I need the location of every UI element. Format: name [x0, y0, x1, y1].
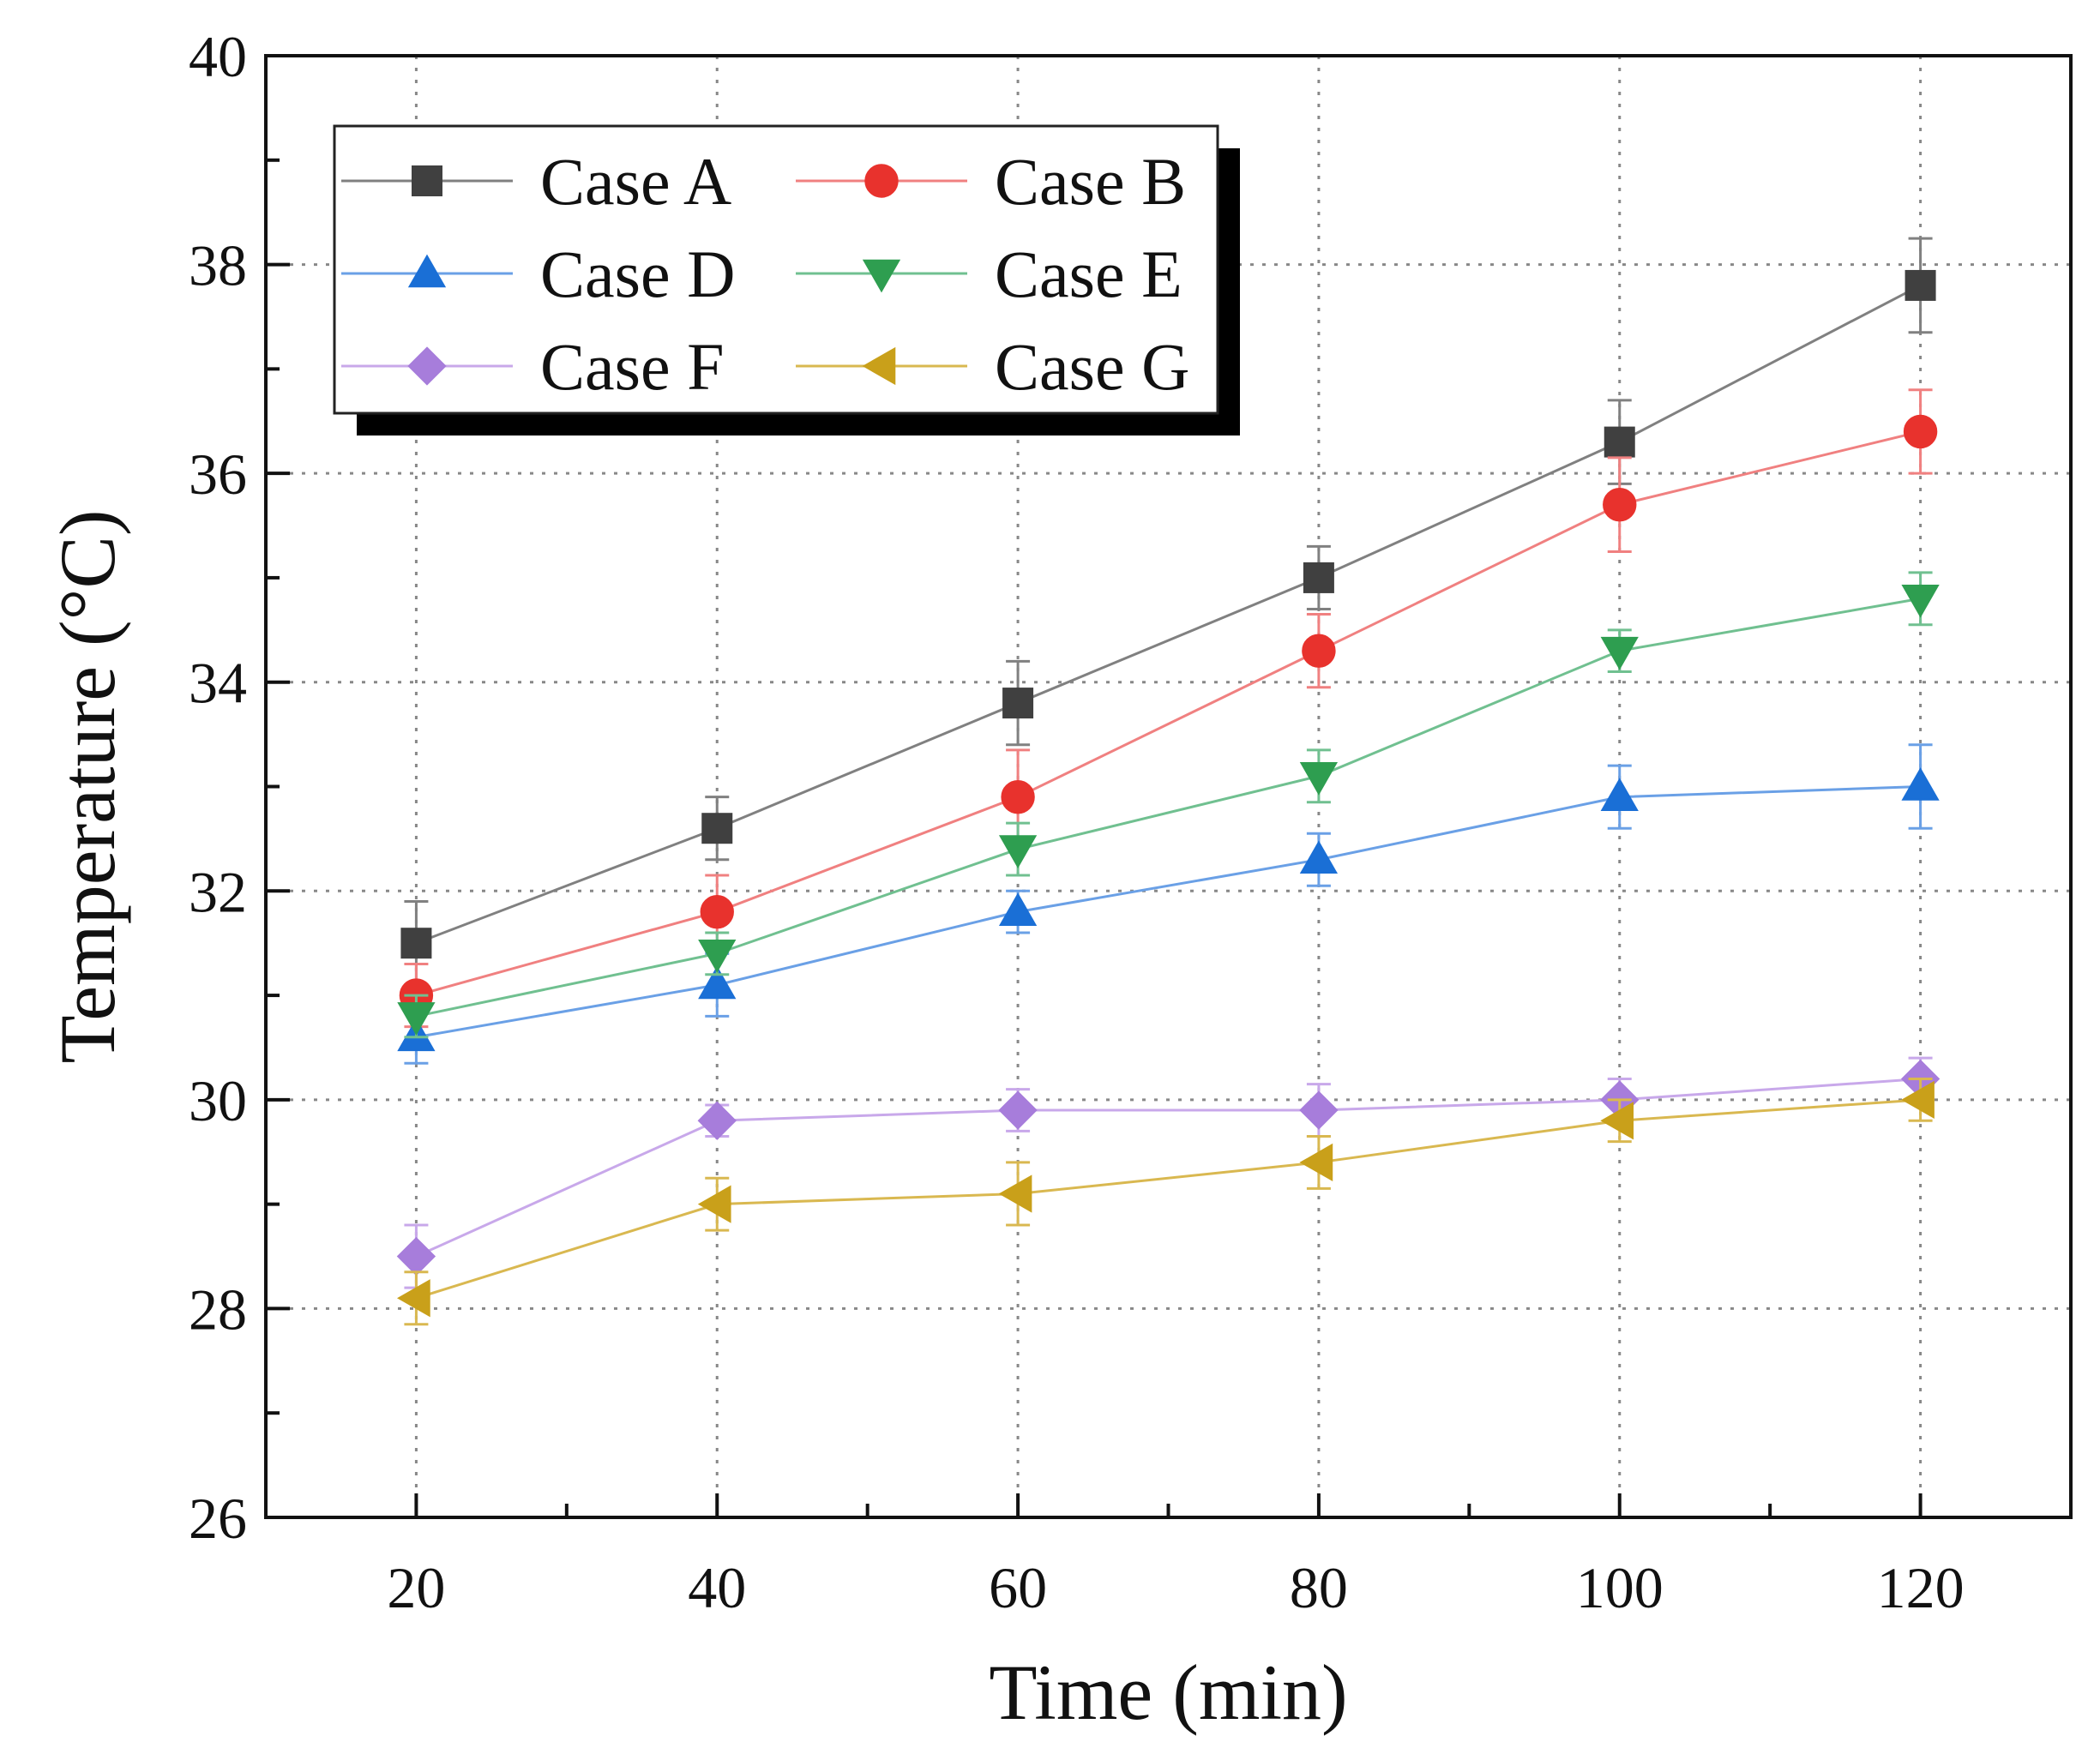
x-axis-title: Time (min): [989, 1649, 1347, 1736]
data-point: [700, 894, 734, 929]
axes: [264, 54, 2073, 1519]
data-point: [397, 1002, 436, 1036]
legend-marker: [862, 259, 901, 293]
data-point: [1904, 269, 1936, 301]
tick-labels: 20 40 60 80 100 120 26 28 30 32 34 36 38 40: [189, 24, 1965, 1620]
y-tick-label: 38: [189, 233, 247, 298]
y-tick-label: 28: [189, 1276, 247, 1342]
x-tick-label: 40: [688, 1555, 746, 1620]
x-tick-label: 20: [387, 1555, 445, 1620]
data-point: [698, 940, 737, 973]
data-point: [1299, 762, 1339, 796]
data-point: [1901, 1080, 1935, 1119]
legend: Case A Case B Case D Case E Case F Case G: [333, 124, 1240, 435]
legend-label: Case A: [540, 144, 731, 219]
data-point: [701, 813, 733, 844]
legend-marker: [412, 165, 442, 196]
legend-item: Case D: [341, 237, 735, 311]
series-case-f: [396, 1056, 1941, 1289]
legend-label: Case G: [995, 329, 1189, 404]
series-line: [416, 597, 1921, 1018]
legend-item: Case E: [796, 237, 1182, 311]
y-tick-label: 26: [189, 1486, 247, 1551]
y-tick-label: 30: [189, 1068, 247, 1133]
data-point: [1600, 778, 1639, 811]
data-point: [1903, 414, 1938, 449]
legend-label: Case B: [995, 144, 1186, 219]
series-case-e: [397, 571, 1940, 1039]
data-point: [1299, 840, 1339, 874]
data-point: [1600, 1102, 1634, 1140]
legend-marker: [407, 346, 447, 386]
legend-item: Case G: [796, 329, 1189, 404]
data-point: [1303, 562, 1334, 593]
data-point: [1600, 636, 1639, 670]
data-point: [1603, 487, 1637, 522]
data-point: [396, 1236, 436, 1276]
legend-item: Case B: [796, 144, 1186, 219]
y-tick-label: 40: [189, 24, 247, 89]
data-point: [400, 928, 432, 959]
data-point: [1001, 779, 1035, 814]
series-line: [415, 284, 1922, 945]
data-point: [698, 965, 737, 1000]
x-tick-label: 80: [1290, 1555, 1348, 1620]
x-tick-label: 120: [1877, 1555, 1965, 1620]
data-point: [1299, 1090, 1339, 1130]
data-point: [1901, 584, 1940, 618]
series-line: [415, 1098, 1921, 1300]
y-tick-label: 32: [189, 859, 247, 924]
legend-label: Case D: [540, 237, 735, 311]
data-point: [998, 892, 1038, 926]
x-tick-label: 100: [1576, 1555, 1664, 1620]
data-point: [1901, 767, 1940, 801]
data-point: [1604, 426, 1635, 458]
data-point: [397, 1279, 430, 1318]
series-case-a: [400, 237, 1936, 987]
data-point: [998, 1090, 1038, 1130]
legend-marker: [862, 346, 896, 386]
legend-item: Case F: [341, 329, 725, 404]
legend-label: Case F: [540, 329, 725, 404]
data-point: [1302, 634, 1336, 668]
series-layer: [396, 237, 1941, 1326]
y-tick-label: 34: [189, 651, 247, 716]
legend-label: Case E: [995, 237, 1182, 311]
legend-marker: [864, 164, 899, 198]
series-case-b: [399, 388, 1938, 1029]
series-line: [415, 1078, 1921, 1258]
series-case-g: [397, 1078, 1935, 1326]
x-tick-label: 60: [989, 1555, 1047, 1620]
data-point: [998, 835, 1038, 868]
y-axis-title: Temperature (°C): [44, 510, 131, 1064]
data-point: [1002, 688, 1034, 719]
legend-marker: [407, 254, 447, 288]
data-point: [998, 1174, 1032, 1213]
legend-item: Case A: [341, 144, 731, 219]
series-line: [416, 429, 1921, 997]
data-point: [1299, 1143, 1333, 1182]
series-line: [416, 785, 1921, 1039]
data-point: [697, 1185, 731, 1223]
series-case-d: [397, 743, 1940, 1065]
y-tick-label: 36: [189, 442, 247, 507]
data-point: [697, 1101, 737, 1140]
